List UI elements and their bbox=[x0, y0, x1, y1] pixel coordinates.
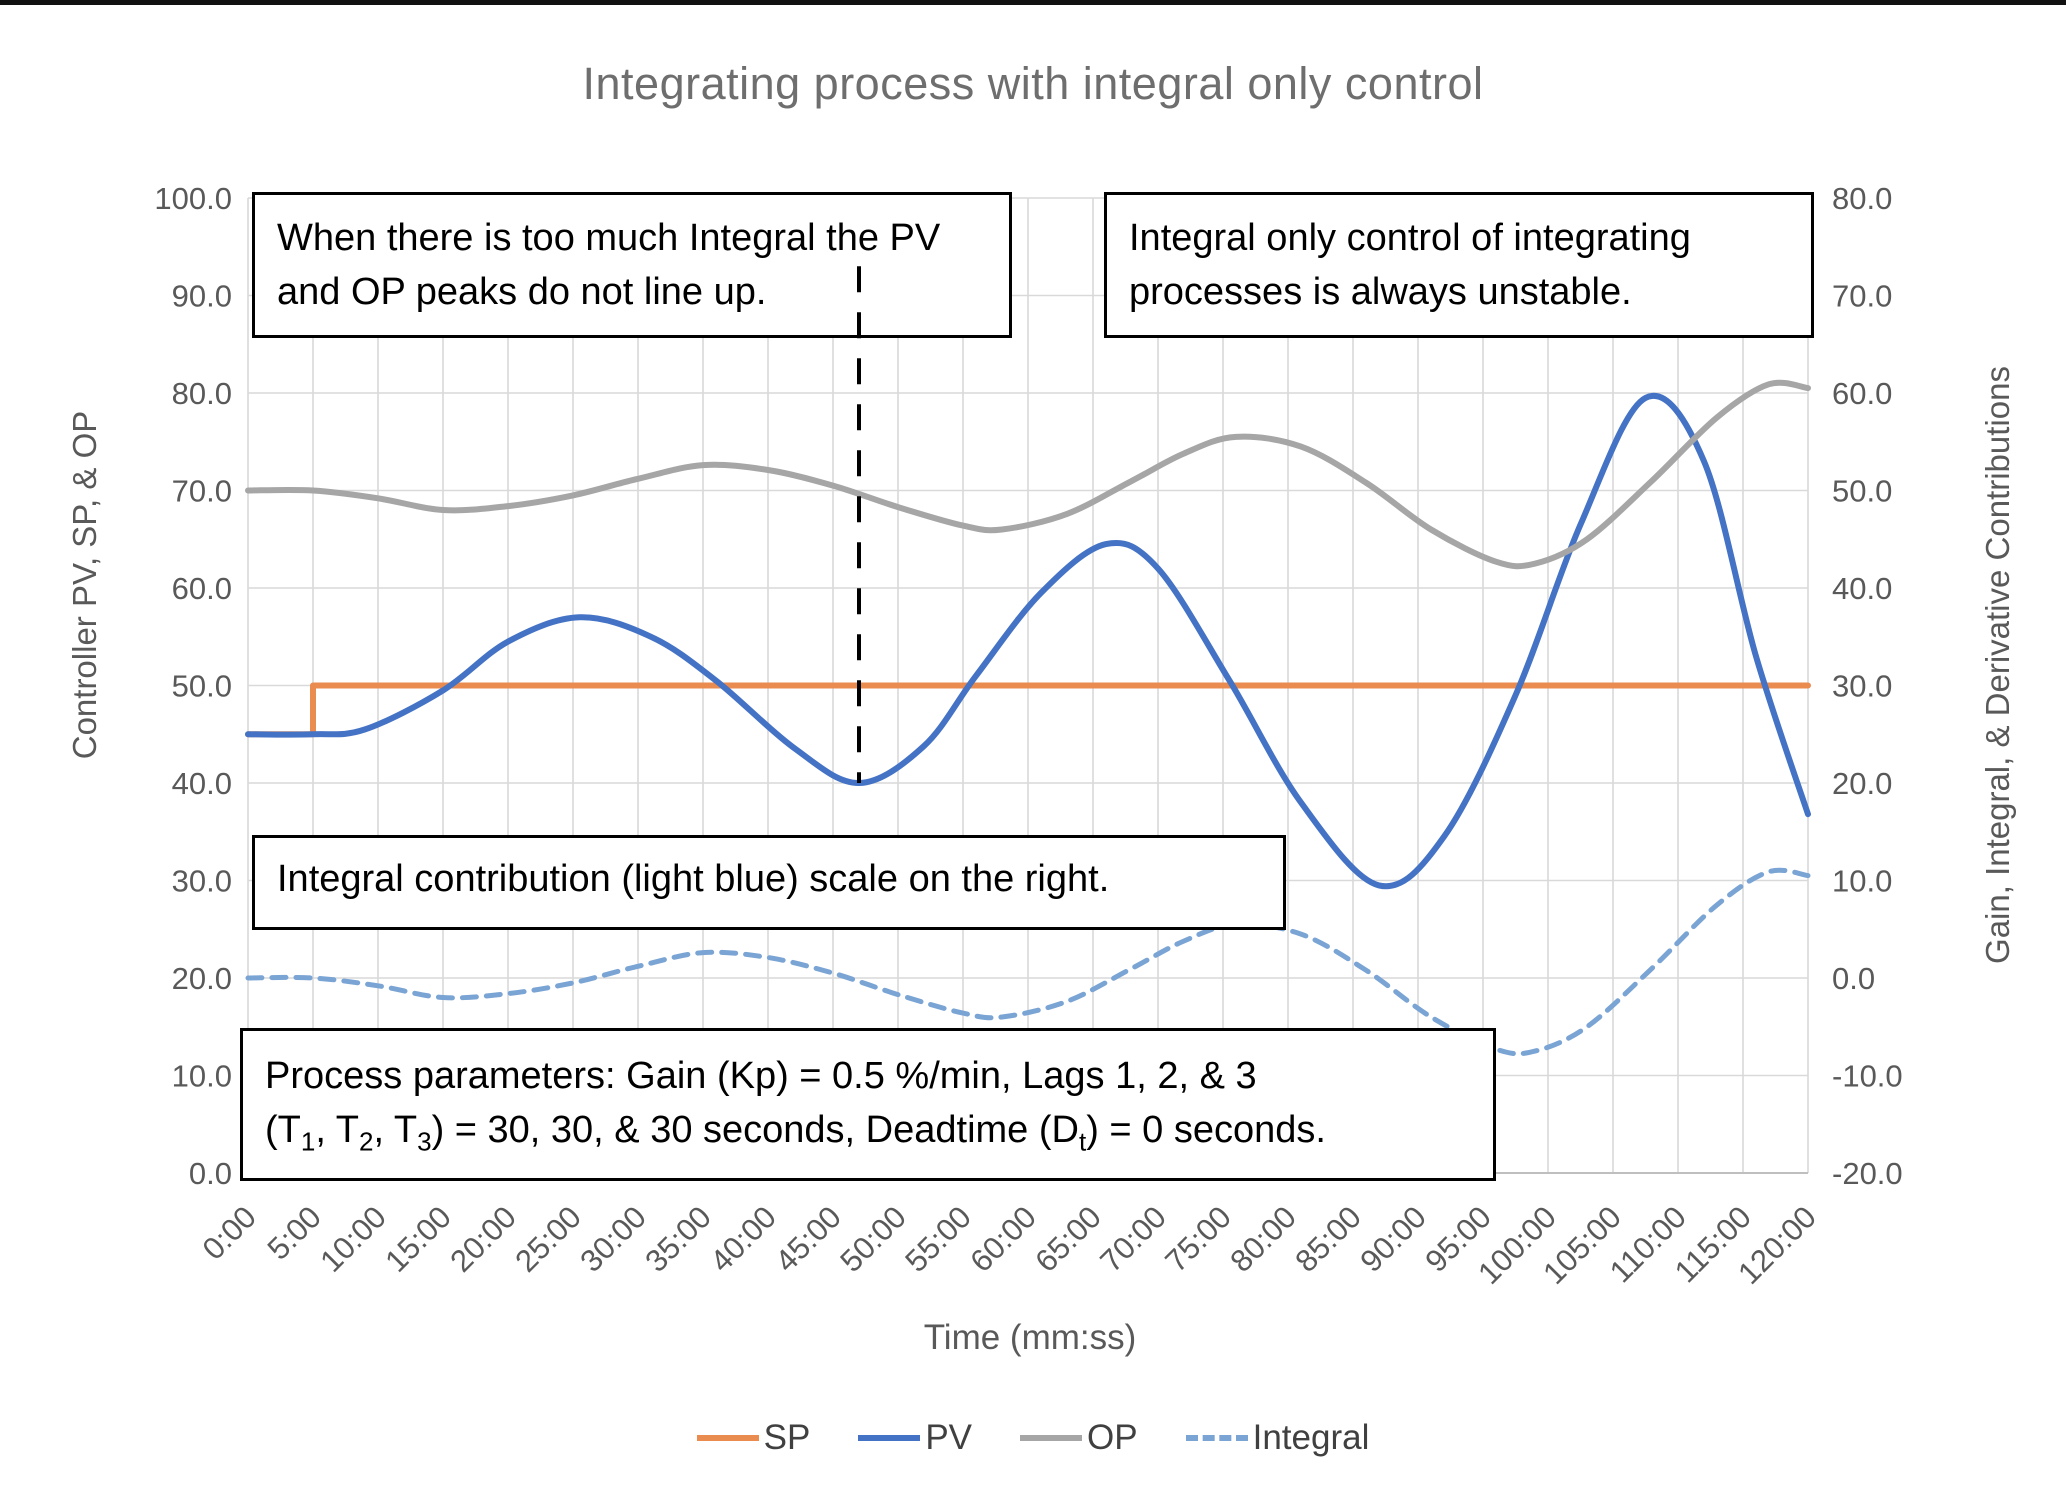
x-axis-tick-label: 55:00 bbox=[898, 1199, 978, 1279]
series-line-integral bbox=[245, 867, 1811, 1057]
x-axis-tick-label: 25:00 bbox=[508, 1199, 588, 1279]
x-axis-tick-label: 0:00 bbox=[196, 1199, 263, 1266]
right-axis-tick-label: 70.0 bbox=[1832, 279, 1892, 314]
legend-item-pv: PV bbox=[858, 1418, 972, 1458]
x-axis-tick-label: 40:00 bbox=[703, 1199, 783, 1279]
right-axis-title: Gain, Integral, & Derivative Contributio… bbox=[1979, 366, 2016, 964]
right-axis-tick-label: 30.0 bbox=[1832, 669, 1892, 704]
x-axis-tick-label: 20:00 bbox=[443, 1199, 523, 1279]
annotation-unstable-note: Integral only control of integrating pro… bbox=[1104, 192, 1814, 338]
x-axis-title: Time (mm:ss) bbox=[923, 1318, 1137, 1357]
right-axis-tick-label: 60.0 bbox=[1832, 376, 1892, 411]
legend-swatch-pv bbox=[858, 1435, 921, 1441]
left-axis-tick-label: 100.0 bbox=[154, 181, 232, 216]
process-params-line1: Process parameters: Gain (Kp) = 0.5 %/mi… bbox=[265, 1055, 1257, 1097]
x-axis-tick-label: 15:00 bbox=[378, 1199, 458, 1279]
x-axis-tick-label: 75:00 bbox=[1158, 1199, 1238, 1279]
left-axis-tick-label: 90.0 bbox=[172, 279, 232, 314]
legend-swatch-op bbox=[1020, 1435, 1083, 1441]
legend-label-pv: PV bbox=[925, 1418, 973, 1457]
left-axis-tick-label: 80.0 bbox=[172, 376, 232, 411]
series-line-op bbox=[245, 379, 1811, 570]
legend-item-sp: SP bbox=[696, 1418, 811, 1458]
x-axis-tick-label: 80:00 bbox=[1223, 1199, 1303, 1279]
left-axis-tick-label: 20.0 bbox=[172, 961, 232, 996]
x-axis-tick-label: 45:00 bbox=[768, 1199, 848, 1279]
right-axis-tick-label: 50.0 bbox=[1832, 474, 1892, 509]
right-axis-tick-label: -10.0 bbox=[1832, 1059, 1903, 1094]
right-axis-tick-label: 10.0 bbox=[1832, 864, 1892, 899]
right-axis-tick-label: 80.0 bbox=[1832, 181, 1892, 216]
annotation-integral-scale-note: Integral contribution (light blue) scale… bbox=[252, 835, 1286, 930]
right-axis-tick-label: 0.0 bbox=[1832, 961, 1875, 996]
legend: SP PV OP Integral bbox=[0, 1418, 2066, 1458]
left-axis-tick-label: 0.0 bbox=[189, 1156, 232, 1191]
x-axis-tick-label: 30:00 bbox=[573, 1199, 653, 1279]
annotation-peaks-note: When there is too much Integral the PV a… bbox=[252, 192, 1012, 338]
legend-label-sp: SP bbox=[763, 1418, 811, 1457]
chart-title: Integrating process with integral only c… bbox=[582, 58, 1484, 109]
x-axis-tick-label: 35:00 bbox=[638, 1199, 718, 1279]
legend-label-op: OP bbox=[1087, 1418, 1138, 1457]
legend-label-integral: Integral bbox=[1252, 1418, 1370, 1457]
legend-item-op: OP bbox=[1020, 1418, 1138, 1458]
left-axis-tick-label: 40.0 bbox=[172, 766, 232, 801]
right-axis-tick-label: -20.0 bbox=[1832, 1156, 1903, 1191]
x-axis-tick-label: 10:00 bbox=[313, 1199, 393, 1279]
right-axis-tick-label: 40.0 bbox=[1832, 571, 1892, 606]
legend-swatch-integral bbox=[1185, 1435, 1248, 1441]
series-line-pv bbox=[245, 393, 1811, 890]
left-axis-tick-label: 30.0 bbox=[172, 864, 232, 899]
left-axis-tick-label: 10.0 bbox=[172, 1059, 232, 1094]
annotation-process-parameters: Process parameters: Gain (Kp) = 0.5 %/mi… bbox=[240, 1028, 1496, 1181]
right-axis-tick-label: 20.0 bbox=[1832, 766, 1892, 801]
legend-item-integral: Integral bbox=[1185, 1418, 1370, 1458]
x-axis-tick-label: 70:00 bbox=[1093, 1199, 1173, 1279]
x-axis-tick-label: 90:00 bbox=[1353, 1199, 1433, 1279]
x-axis-tick-label: 85:00 bbox=[1288, 1199, 1368, 1279]
left-axis-tick-label: 50.0 bbox=[172, 669, 232, 704]
process-params-line2: (T1, T2, T3) = 30, 30, & 30 seconds, Dea… bbox=[265, 1109, 1326, 1157]
left-axis-tick-label: 60.0 bbox=[172, 571, 232, 606]
top-border-line bbox=[0, 0, 2066, 5]
legend-swatch-sp bbox=[696, 1435, 759, 1441]
x-axis-tick-label: 50:00 bbox=[833, 1199, 913, 1279]
x-axis-tick-label: 60:00 bbox=[963, 1199, 1043, 1279]
x-axis-tick-label: 65:00 bbox=[1028, 1199, 1108, 1279]
left-axis-title: Controller PV, SP, & OP bbox=[66, 410, 103, 760]
left-axis-tick-label: 70.0 bbox=[172, 474, 232, 509]
